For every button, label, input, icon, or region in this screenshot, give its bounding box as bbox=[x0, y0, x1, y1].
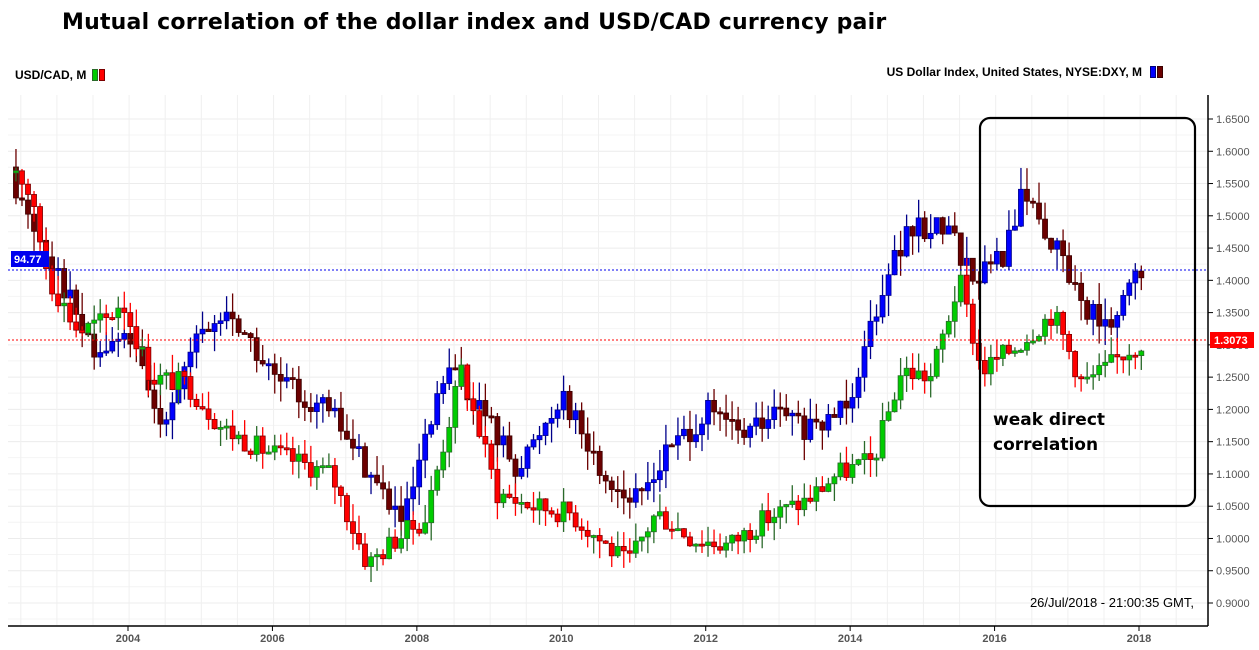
dxy-current-badge: 94.77 bbox=[11, 251, 49, 267]
x-tick-label: 2018 bbox=[1127, 633, 1151, 645]
usdcad-current-value: 1.3073 bbox=[1214, 335, 1248, 347]
y-tick-label: 1.6000 bbox=[1216, 146, 1250, 158]
x-tick-label: 2008 bbox=[405, 633, 429, 645]
legend-dxy: US Dollar Index, United States, NYSE:DXY… bbox=[887, 65, 1163, 79]
y-tick-label: 1.2500 bbox=[1216, 372, 1250, 384]
legend-dxy-label: US Dollar Index, United States, NYSE:DXY… bbox=[886, 65, 1142, 79]
y-tick-label: 0.9000 bbox=[1216, 598, 1250, 610]
dxy-current-value: 94.77 bbox=[14, 254, 42, 266]
usdcad-current-badge: 1.3073 bbox=[1210, 332, 1254, 348]
y-tick-label: 1.5500 bbox=[1216, 179, 1250, 191]
y-tick-label: 1.0000 bbox=[1216, 533, 1250, 545]
y-tick-label: 1.1000 bbox=[1216, 469, 1250, 481]
y-tick-label: 1.5000 bbox=[1216, 211, 1250, 223]
legend-usdcad-label: USD/CAD, M bbox=[15, 68, 87, 82]
legend-usdcad: USD/CAD, M bbox=[15, 68, 106, 82]
y-tick-label: 1.6500 bbox=[1216, 114, 1250, 126]
annotation-line1: weak direct bbox=[993, 410, 1105, 430]
x-tick-label: 2014 bbox=[838, 633, 863, 645]
y-tick-label: 1.0500 bbox=[1216, 501, 1250, 513]
y-tick-label: 0.9500 bbox=[1216, 566, 1250, 578]
annotation-box: weak direct correlation bbox=[978, 116, 1197, 508]
x-axis-ticks: 2004 2006 2008 2010 2012 2014 2016 2018 bbox=[116, 626, 1151, 645]
y-tick-label: 1.2000 bbox=[1216, 404, 1250, 416]
y-axis-ticks: 1.6500 1.6000 1.5500 1.5000 1.4500 1.4000 1.35… bbox=[1208, 114, 1250, 610]
legend-dxy-swatch-icon bbox=[1150, 66, 1163, 78]
x-tick-label: 2012 bbox=[693, 633, 717, 645]
x-tick-label: 2006 bbox=[260, 633, 284, 645]
y-tick-label: 1.4500 bbox=[1216, 243, 1250, 255]
usdcad-candles bbox=[13, 167, 1145, 583]
legend-usdcad-swatch-icon bbox=[92, 69, 106, 81]
chart-title: Mutual correlation of the dollar index a… bbox=[62, 10, 887, 35]
y-tick-label: 1.1500 bbox=[1216, 437, 1250, 449]
y-tick-label: 1.4000 bbox=[1216, 275, 1250, 287]
x-tick-label: 2004 bbox=[116, 633, 141, 645]
timestamp: 26/Jul/2018 - 21:00:35 GMT, bbox=[1030, 595, 1194, 610]
x-tick-label: 2016 bbox=[982, 633, 1006, 645]
x-tick-label: 2010 bbox=[549, 633, 573, 645]
annotation-line2: correlation bbox=[993, 435, 1098, 455]
y-tick-label: 1.3500 bbox=[1216, 308, 1250, 320]
